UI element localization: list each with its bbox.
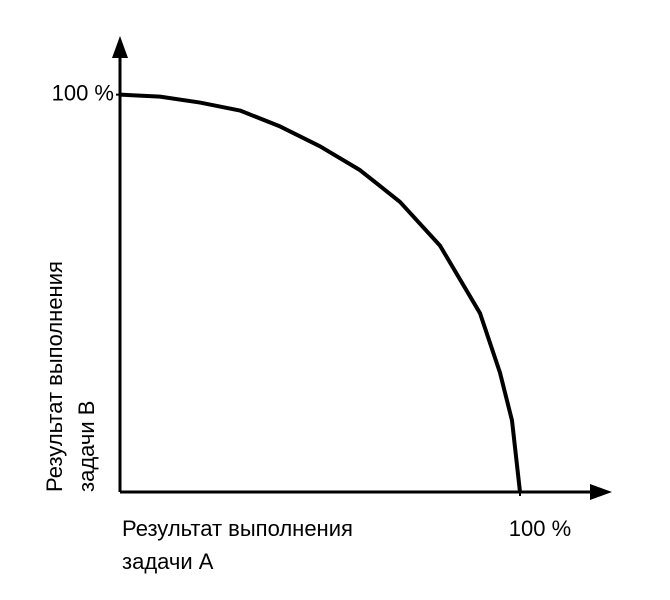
axes [112,36,612,500]
y-axis-arrow [112,36,128,58]
curve [119,92,522,493]
y-axis-label: Результат выполнения [42,261,67,492]
y-tick-label: 100 % [52,80,114,105]
x-axis-label: Результат выполнения [122,516,353,541]
x-axis-label: задачи А [122,549,214,574]
y-axis-label-group: Результат выполнения задачи В [42,261,99,492]
x-axis-arrow [590,484,612,500]
x-tick-label: 100 % [509,516,571,541]
y-axis-label: задачи В [74,401,99,492]
